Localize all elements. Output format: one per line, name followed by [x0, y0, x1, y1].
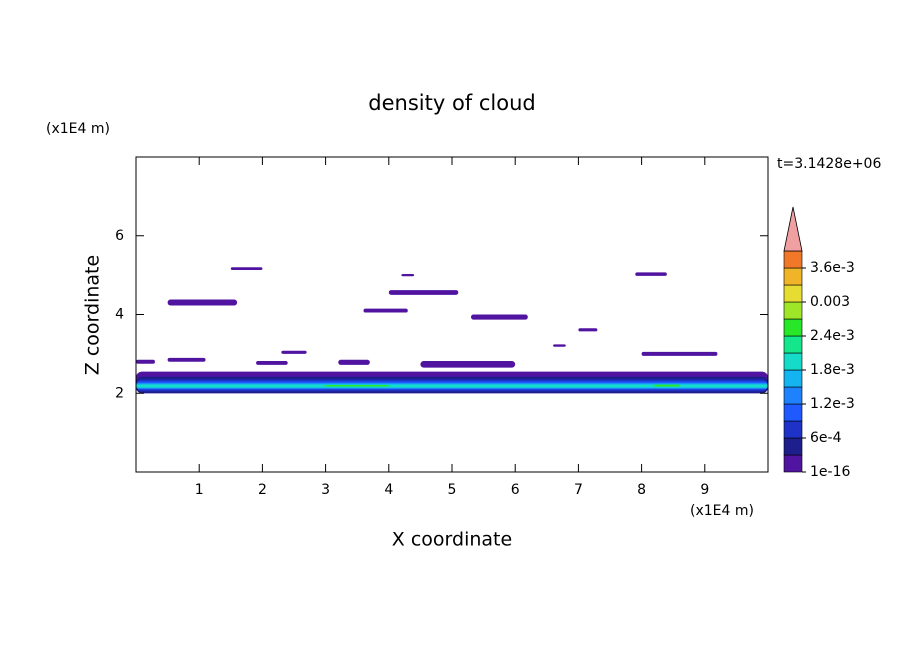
plot-frame [135, 156, 769, 473]
colorbar-swatch [783, 454, 803, 473]
contour-region [363, 308, 408, 313]
colorbar-label: 1.8e-3 [810, 362, 855, 378]
contour-region [167, 299, 238, 306]
colorbar-swatch [783, 352, 803, 371]
contour-region [654, 384, 680, 387]
x-unit: (x1E4 m) [690, 503, 754, 519]
contour-region [281, 350, 307, 354]
colorbar-swatch [783, 318, 803, 337]
colorbar-swatch [783, 250, 803, 269]
contour-region [136, 384, 768, 388]
plot-area [136, 267, 768, 394]
contour-region [635, 272, 667, 276]
x-tick-label: 2 [258, 482, 267, 498]
contour-region [420, 360, 516, 368]
contour-region [256, 360, 288, 365]
colorbar-swatch [783, 386, 803, 405]
colorbar-label: 1.2e-3 [810, 396, 855, 412]
y-tick-label: 6 [115, 228, 124, 244]
x-tick-label: 4 [384, 482, 393, 498]
colorbar-label: 6e-4 [810, 430, 842, 446]
colorbar-swatch [783, 284, 803, 303]
colorbar-swatch [783, 369, 803, 388]
contour-region [167, 357, 206, 362]
x-axis-label: X coordinate [392, 529, 512, 551]
x-tick-label: 8 [637, 482, 646, 498]
contour-region [470, 314, 528, 320]
x-tick-label: 3 [321, 482, 330, 498]
colorbar-label: 2.4e-3 [810, 328, 855, 344]
colorbar-label: 0.003 [810, 294, 850, 310]
colorbar-swatch [783, 301, 803, 320]
x-tick-label: 6 [511, 482, 520, 498]
colorbar-swatch [783, 267, 803, 286]
colorbar-extend [783, 206, 803, 252]
contour-region [325, 384, 389, 387]
contour-region [136, 359, 155, 364]
time-label: t=3.1428e+06 [777, 156, 881, 172]
x-tick-label: 5 [448, 482, 457, 498]
contour-region [230, 267, 263, 271]
colorbar-swatch [783, 403, 803, 422]
colorbar-swatch [783, 437, 803, 456]
contour-region [338, 359, 370, 365]
contour-region [401, 273, 415, 277]
contour-region [553, 344, 566, 347]
contour-region [388, 290, 459, 295]
y-unit: (x1E4 m) [46, 121, 110, 137]
colorbar-label: 3.6e-3 [810, 260, 855, 276]
chart-title: density of cloud [368, 91, 535, 115]
y-tick-label: 4 [115, 307, 124, 323]
colorbar-swatch [783, 420, 803, 439]
y-axis-label: Z coordinate [82, 255, 104, 375]
contour-region [641, 351, 718, 356]
x-tick-label: 7 [574, 482, 583, 498]
contour-region [578, 328, 598, 332]
x-tick-label: 9 [700, 482, 709, 498]
y-tick-label: 2 [115, 385, 124, 401]
colorbar-label: 1e-16 [810, 464, 850, 480]
colorbar-swatch [783, 335, 803, 354]
x-tick-label: 1 [195, 482, 204, 498]
